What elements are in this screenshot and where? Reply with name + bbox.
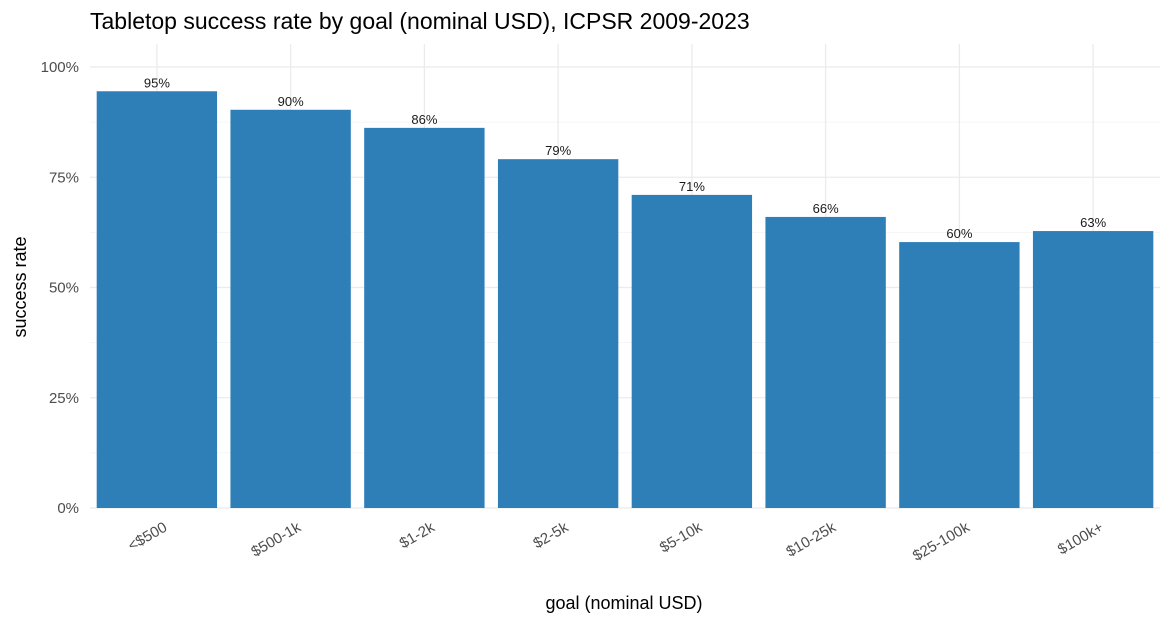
x-tick-label: $25-100k [910, 519, 973, 565]
x-tick-label: $1-2k [397, 519, 438, 553]
data-label: 66% [813, 201, 839, 216]
bar [497, 159, 619, 508]
bar [765, 216, 886, 508]
x-tick-label: $100k+ [1055, 519, 1107, 559]
bar [1032, 231, 1154, 508]
data-label: 86% [411, 112, 437, 127]
data-label: 63% [1080, 215, 1106, 230]
data-labels: 95% 90% 86% 79% 71% 66% 60% 63% [144, 75, 1107, 241]
bars [96, 91, 1154, 508]
chart-title: Tabletop success rate by goal (nominal U… [90, 8, 750, 34]
x-tick-label: $5-10k [657, 519, 706, 557]
y-axis-title: success rate [10, 236, 30, 337]
bar [364, 127, 485, 508]
bar [96, 91, 218, 508]
y-tick-label: 100% [41, 59, 79, 76]
y-tick-label: 75% [49, 169, 79, 186]
y-tick-label: 25% [49, 390, 79, 407]
data-label: 79% [545, 143, 571, 158]
y-axis: 0% 25% 50% 75% 100% [41, 59, 79, 517]
data-label: 71% [679, 179, 705, 194]
x-axis: <$500 $500-1k $1-2k $2-5k $5-10k $10-25k $25-1… [125, 519, 1106, 565]
data-label: 95% [144, 75, 170, 90]
y-tick-label: 50% [49, 280, 79, 297]
x-tick-label: $500-1k [248, 519, 304, 561]
data-label: 60% [946, 226, 972, 241]
x-axis-title: goal (nominal USD) [545, 593, 702, 613]
bar [631, 194, 753, 508]
bar [899, 242, 1020, 508]
x-tick-label: <$500 [125, 519, 170, 555]
bar [230, 109, 351, 508]
x-tick-label: $10-25k [783, 519, 839, 561]
x-tick-label: $2-5k [530, 519, 571, 553]
y-tick-label: 0% [57, 500, 79, 517]
data-label: 90% [278, 94, 304, 109]
